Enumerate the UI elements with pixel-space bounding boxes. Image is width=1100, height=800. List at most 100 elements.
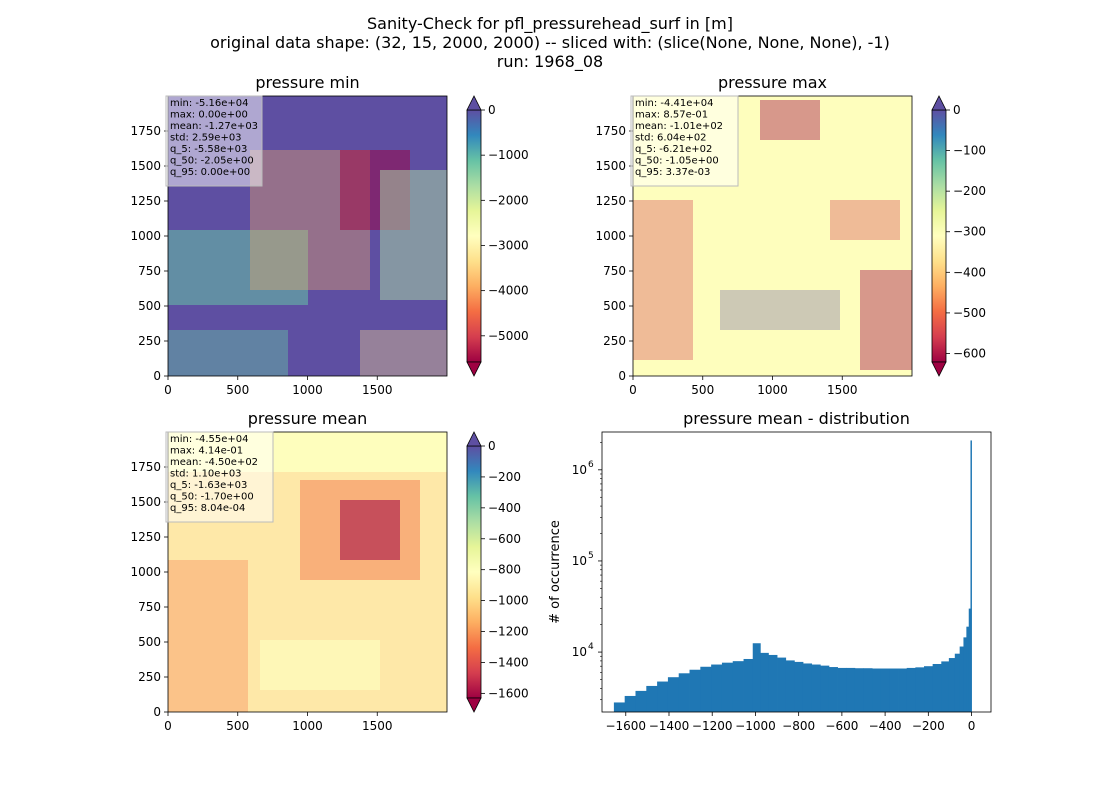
heatmap-image <box>168 432 447 712</box>
histogram-bar <box>777 657 787 712</box>
x-tick-label: −1000 <box>735 719 776 733</box>
y-tick-label: 500 <box>138 299 161 313</box>
figure-title: Sanity-Check for pfl_pressurehead_surf i… <box>0 14 1100 71</box>
figure-title-line-1: Sanity-Check for pfl_pressurehead_surf i… <box>367 14 733 33</box>
histogram-bar <box>872 668 882 712</box>
histogram-bar <box>924 666 934 712</box>
colorbar-extend-bottom <box>466 697 482 713</box>
y-tick-exponent: 5 <box>588 551 594 561</box>
stats-line: q_50: -1.05e+00 <box>635 156 719 167</box>
x-tick-label: 0 <box>164 383 172 397</box>
colorbar-tick-label: −400 <box>488 501 521 515</box>
colorbar-tick-label: −1000 <box>488 594 529 608</box>
y-tick-label: 250 <box>138 334 161 348</box>
y-tick-label: 750 <box>138 264 161 278</box>
y-tick-label: 0 <box>153 369 161 383</box>
y-tick-label: 1750 <box>595 124 626 138</box>
histogram-bar <box>732 661 744 712</box>
histogram-bar <box>811 664 821 712</box>
heatmap-region <box>830 200 900 240</box>
colorbar-tick-label: −200 <box>488 470 521 484</box>
histogram-bar <box>613 702 626 712</box>
colorbar-tick-label: −600 <box>488 532 521 546</box>
histogram-bar <box>963 637 967 712</box>
histogram-bar <box>760 652 769 712</box>
histogram-bar <box>948 658 956 712</box>
histogram-bar <box>667 677 680 712</box>
histogram-bar <box>711 664 723 712</box>
colorbar-tick-label: −1600 <box>488 686 529 700</box>
figure-title-line-2: original data shape: (32, 15, 2000, 2000… <box>210 33 890 52</box>
histogram-bar <box>635 690 647 712</box>
colorbar-tick-label: −100 <box>953 144 986 158</box>
colorbar-tick-label: −2000 <box>488 193 529 207</box>
y-tick-label: 1750 <box>130 124 161 138</box>
figure-title-line-3: run: 1968_08 <box>496 52 604 71</box>
stats-line: min: -5.16e+04 <box>170 98 249 109</box>
y-tick-label: 750 <box>138 600 161 614</box>
panel-pressure-mean: pressure mean 0 500 1000 1500 0 250 500 750 1000… <box>130 409 528 733</box>
colorbar-tick-label: −4000 <box>488 284 529 298</box>
histogram-bar <box>743 658 754 712</box>
histogram-bar <box>837 667 847 712</box>
histogram-bar <box>932 663 942 712</box>
colorbar-gradient <box>466 109 482 363</box>
x-tick-label: 500 <box>226 719 249 733</box>
histogram-bar <box>794 661 804 712</box>
x-tick-label: 1000 <box>292 719 323 733</box>
stats-line: q_95: 0.00e+00 <box>170 167 250 178</box>
histogram-bar <box>785 660 795 712</box>
histogram-bars <box>613 440 972 712</box>
colorbar-ticks: 0 −100 −200 −300 −400 −500 −600 <box>946 103 986 360</box>
stats-line: min: -4.55e+04 <box>170 434 249 445</box>
histogram-bar <box>700 666 712 712</box>
histogram-bar <box>968 608 971 712</box>
x-tick-label: 1000 <box>757 383 788 397</box>
colorbar-tick-label: −1400 <box>488 655 529 669</box>
histogram-bar <box>624 695 636 712</box>
stats-line: std: 6.04e+02 <box>635 133 707 144</box>
colorbar-tick-label: −3000 <box>488 238 529 252</box>
y-axis-label: # of occurrence <box>548 520 563 624</box>
colorbar-gradient <box>931 109 947 363</box>
x-tick-label: 1500 <box>362 719 393 733</box>
histogram-bar <box>854 668 864 712</box>
histogram-bar <box>941 661 950 712</box>
x-tick-label: 1000 <box>292 383 323 397</box>
y-tick-label: 250 <box>138 670 161 684</box>
colorbar-extend-top <box>466 95 482 111</box>
histogram-bar <box>657 681 669 712</box>
y-tick-label: 1500 <box>130 159 161 173</box>
colorbar-tick-label: 0 <box>953 103 961 117</box>
x-tick-label: 0 <box>629 383 637 397</box>
y-tick-label: 250 <box>603 334 626 348</box>
y-tick-label: 1000 <box>595 229 626 243</box>
heatmap-region <box>720 290 840 330</box>
histogram-bar <box>689 669 701 712</box>
heatmap-region <box>168 230 308 305</box>
stats-line: q_5: -5.58e+03 <box>170 144 247 155</box>
panel-title: pressure min <box>255 73 359 92</box>
stats-line: q_5: -1.63e+03 <box>170 480 247 491</box>
colorbar-extend-top <box>931 95 947 111</box>
histogram-bar <box>906 667 916 712</box>
histogram-bar <box>828 667 838 712</box>
x-tick-label: −800 <box>782 719 815 733</box>
y-tick-label: 1250 <box>595 194 626 208</box>
colorbar-tick-label: −5000 <box>488 329 529 343</box>
axis-ticks: 0 500 1000 1500 0 250 500 750 1000 1250 1500 1750 <box>595 124 857 397</box>
stats-box-background <box>630 95 739 187</box>
panel-title: pressure mean - distribution <box>683 409 910 428</box>
x-tick-label: −1400 <box>649 719 690 733</box>
stats-line: q_95: 8.04e-04 <box>170 503 245 514</box>
x-tick-label: −1200 <box>692 719 733 733</box>
x-tick-label: −400 <box>869 719 902 733</box>
heatmap-region <box>340 500 400 560</box>
panel-title: pressure mean <box>248 409 368 428</box>
stats-box-background <box>165 431 274 523</box>
stats-line: max: 8.57e-01 <box>635 110 708 121</box>
